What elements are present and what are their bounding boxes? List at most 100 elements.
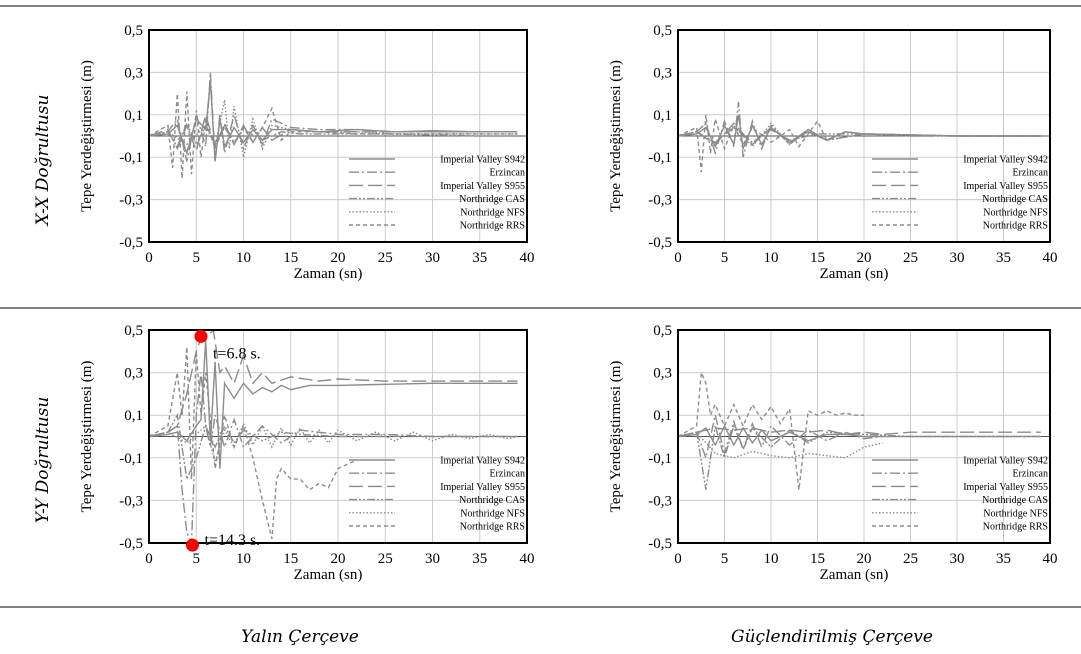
plot-area	[677, 29, 1051, 243]
x-tick-label: 10	[764, 551, 779, 567]
series-line	[149, 99, 518, 158]
legend-entry: Northridge RRS	[460, 221, 525, 232]
peak-annotation: t=6.8 s.	[213, 345, 261, 362]
x-tick-label: 30	[425, 551, 440, 567]
plot-area	[677, 329, 1051, 544]
y-tick-label: -0,5	[648, 235, 672, 251]
y-tick-label: 0,3	[653, 366, 672, 382]
legend-entry: Erzincan	[1012, 469, 1048, 480]
y-tick-label: -0,3	[119, 193, 143, 209]
x-tick-label: 40	[1043, 250, 1058, 266]
chart-xx-yalin: 0,5 0,3 0,1 -0,1 -0,3 -0,50 5 10 15 20 25 30 35 40 Zam…	[79, 23, 535, 282]
y-axis-title: Tepe Yerdeğiştirmesi (m)	[79, 60, 95, 212]
plot-area	[148, 29, 528, 243]
y-tick-label: 0,1	[653, 108, 672, 124]
series-line	[149, 330, 518, 438]
x-tick-label: 35	[472, 551, 487, 567]
x-tick-label: 30	[425, 250, 440, 266]
legend-entry: Imperial Valley S955	[440, 482, 525, 493]
x-tick-label: 0	[674, 551, 682, 567]
x-tick-label: 40	[1043, 551, 1058, 567]
legend-entry: Imperial Valley S942	[963, 155, 1048, 166]
series-line	[678, 427, 1041, 438]
series-group	[678, 372, 1041, 490]
y-tick-label: 0,5	[124, 23, 143, 39]
series-line	[149, 413, 518, 482]
x-tick-label: 35	[472, 250, 487, 266]
y-tick-label: 0,5	[653, 23, 672, 39]
x-tick-label: 10	[236, 250, 251, 266]
y-axis-title: Tepe Yerdeğiştirmesi (m)	[79, 361, 95, 513]
legend-entry: Northridge NFS	[983, 508, 1048, 519]
x-tick-label: 25	[903, 551, 918, 567]
x-tick-label: 40	[520, 250, 535, 266]
legend-entry: Imperial Valley S955	[440, 181, 525, 192]
series-line	[678, 126, 1041, 144]
x-tick-label: 10	[764, 250, 779, 266]
y-tick-label: -0,3	[648, 493, 672, 509]
x-tick-label: 15	[283, 250, 298, 266]
chart-yy-guclendirilmis: 0,5 0,3 0,1 -0,1 -0,3 -0,50 5 10 15 20 25 30 35 40 Zam…	[608, 323, 1058, 583]
legend-entry: Northridge NFS	[460, 508, 525, 519]
y-tick-label: 0,3	[653, 65, 672, 81]
series-line	[678, 423, 1041, 490]
y-tick-label: -0,5	[119, 235, 143, 251]
legend-entry: Northridge RRS	[983, 522, 1048, 533]
y-tick-label: -0,3	[119, 493, 143, 509]
column-label-guclendirilmis: Güçlendirilmiş Çerçeve	[731, 627, 933, 647]
x-tick-label: 5	[721, 250, 729, 266]
y-tick-label: -0,1	[648, 451, 672, 467]
legend-entry: Northridge RRS	[460, 522, 525, 533]
y-tick-label: 0,1	[124, 408, 143, 424]
legend-entry: Erzincan	[489, 168, 525, 179]
y-axis-title: Tepe Yerdeğiştirmesi (m)	[608, 361, 624, 513]
peak-marker	[194, 329, 208, 343]
chart-xx-guclendirilmis: 0,5 0,3 0,1 -0,1 -0,3 -0,50 5 10 15 20 25 30 35 40 Zam…	[608, 23, 1058, 282]
x-tick-label: 35	[996, 250, 1011, 266]
x-axis-title: Zaman (sn)	[820, 567, 889, 583]
x-axis-title: Zaman (sn)	[294, 567, 363, 583]
series-line	[678, 372, 864, 490]
series-group	[149, 330, 518, 543]
column-label-yalin: Yalın Çerçeve	[241, 627, 359, 647]
x-tick-label: 30	[950, 551, 965, 567]
series-line	[678, 114, 1041, 152]
legend-entry: Northridge CAS	[982, 495, 1048, 506]
series-line	[149, 372, 518, 543]
legend-entry: Erzincan	[1012, 168, 1048, 179]
legend: Imperial Valley S942 Erzincan Imperial Val…	[349, 456, 525, 533]
row-label-yy: Y-Y Doğrultusu	[33, 397, 53, 524]
legend-entry: Erzincan	[489, 469, 525, 480]
y-tick-label: -0,5	[119, 536, 143, 552]
y-axis-title: Tepe Yerdeğiştirmesi (m)	[608, 60, 624, 212]
x-tick-label: 40	[520, 551, 535, 567]
x-tick-label: 5	[193, 250, 201, 266]
legend-entry: Northridge CAS	[459, 194, 525, 205]
x-tick-label: 5	[721, 551, 729, 567]
y-tick-label: -0,3	[648, 193, 672, 209]
x-tick-label: 15	[283, 551, 298, 567]
series-line	[678, 114, 1041, 173]
series-group	[678, 102, 1041, 173]
legend-entry: Northridge RRS	[983, 221, 1048, 232]
x-tick-label: 0	[145, 250, 153, 266]
y-tick-label: -0,1	[648, 150, 672, 166]
x-tick-label: 25	[378, 551, 393, 567]
legend: Imperial Valley S942 Erzincan Imperial Val…	[872, 456, 1048, 533]
x-tick-label: 0	[674, 250, 682, 266]
legend-entry: Northridge CAS	[459, 495, 525, 506]
y-tick-label: 0,1	[653, 408, 672, 424]
series-line	[678, 415, 883, 461]
x-tick-label: 25	[903, 250, 918, 266]
y-tick-label: 0,5	[653, 323, 672, 339]
legend-entry: Imperial Valley S942	[440, 456, 525, 467]
y-tick-label: -0,1	[119, 451, 143, 467]
charts: 0,50,30,1-0,1-0,3-0,50 5 10 15 20 25 30 35 40Zam…	[79, 23, 1058, 583]
chart-yy-yalin: 0,5 0,3 0,1 -0,1 -0,3 -0,50 5 10 15 20 25 30 35 40 Zam…	[79, 323, 535, 583]
x-axis-title: Zaman (sn)	[294, 266, 363, 282]
series-line	[149, 72, 518, 162]
x-tick-label: 15	[810, 250, 825, 266]
plot-area	[148, 329, 528, 544]
y-tick-label: -0,5	[648, 536, 672, 552]
series-line	[149, 112, 518, 154]
